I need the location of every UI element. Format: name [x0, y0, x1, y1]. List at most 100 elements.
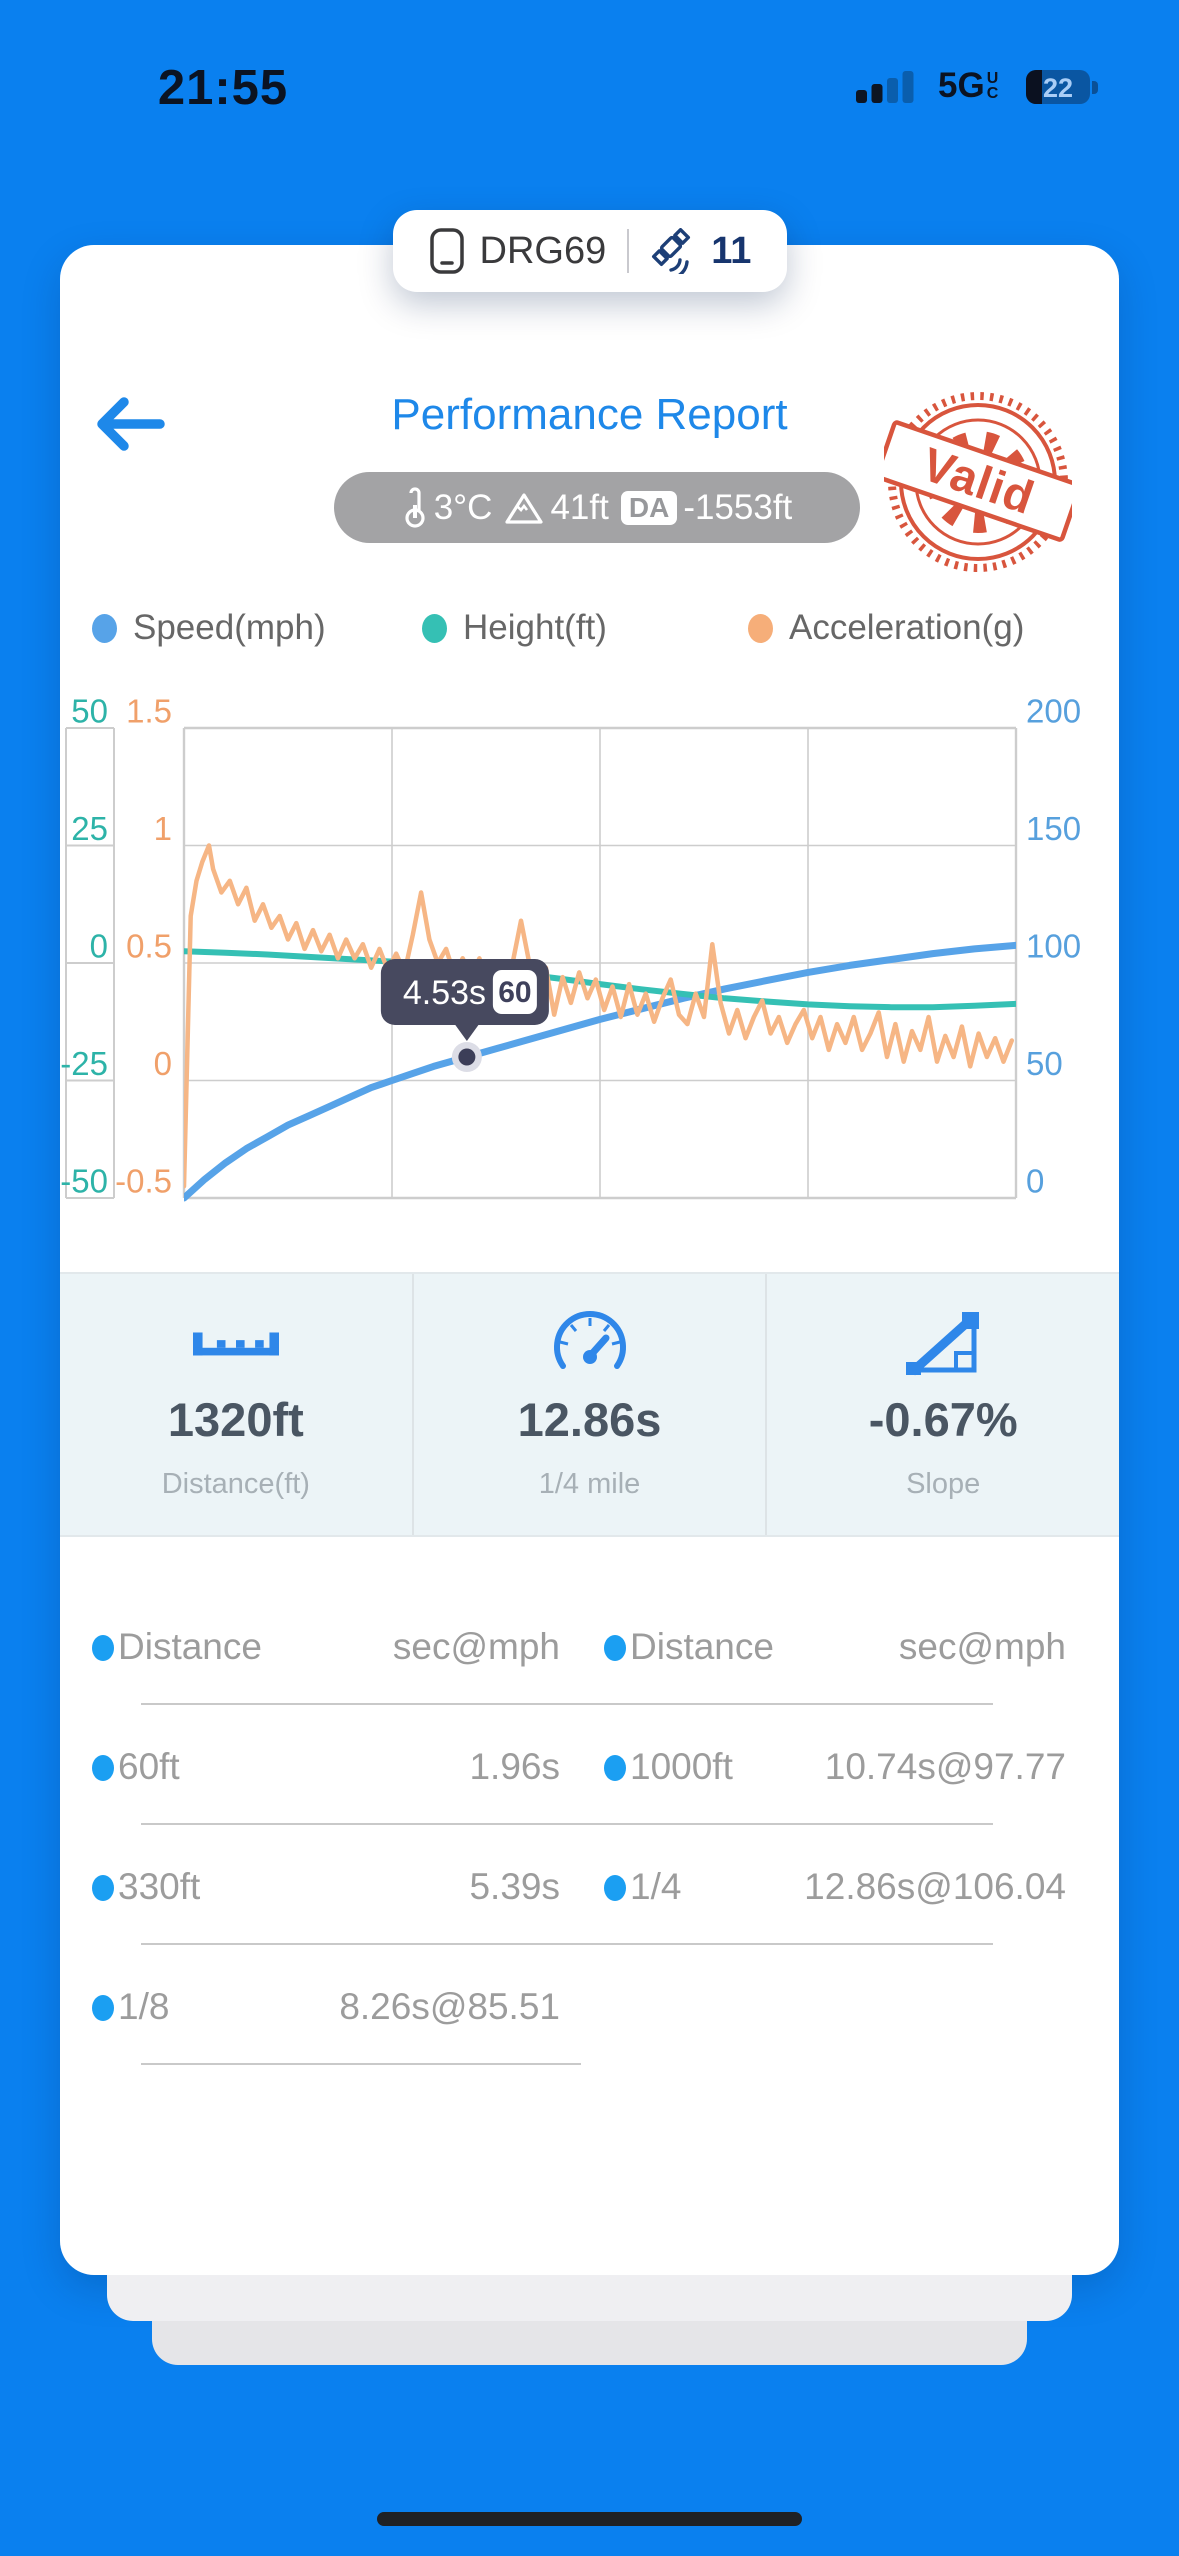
- temperature-group: 3°C: [402, 486, 493, 529]
- chart-marker: [451, 1042, 482, 1072]
- thermometer-icon: [405, 486, 425, 528]
- axis-tick: 1.5: [126, 693, 172, 730]
- cell-distance: 330ft: [118, 1866, 201, 1907]
- elevation-group: 41ft: [504, 487, 609, 528]
- battery-icon: 22: [1026, 70, 1090, 104]
- legend-item-0[interactable]: Speed(mph): [92, 600, 326, 656]
- axis-tick: 50: [71, 693, 108, 730]
- axis-tick: 0.5: [126, 928, 172, 965]
- series-height: [184, 948, 1016, 1011]
- cell-distance: 1/8: [118, 1986, 170, 2027]
- satellite-icon: [652, 228, 691, 274]
- da-value: -1553ft: [683, 487, 793, 527]
- table-row: 330ft 5.39s 1/4 12.86s@106.04: [60, 1858, 1119, 1918]
- bullet-dot-icon: [92, 1995, 114, 2021]
- bullet-dot-icon: [92, 1635, 114, 1661]
- legend-item-2[interactable]: Acceleration(g): [748, 600, 1024, 656]
- cell-result: 10.74s@97.77: [824, 1746, 1066, 1787]
- environment-pill: 3°C 41ft DA -1553ft: [334, 472, 860, 543]
- cell-result: 12.86s@106.04: [804, 1866, 1066, 1907]
- report-card: [60, 245, 1119, 2275]
- status-time: 21:55: [157, 61, 289, 115]
- axis-tick: 100: [1026, 928, 1081, 965]
- legend-item-1[interactable]: Height(ft): [422, 600, 607, 656]
- slope-icon: [904, 1300, 982, 1386]
- axis-tick: -0.5: [115, 1163, 172, 1200]
- table-header-row: Distance sec@mph Distance sec@mph: [60, 1618, 1119, 1678]
- stat-card-0: 1320ft Distance(ft): [60, 1274, 412, 1535]
- satellite-count: 11: [711, 229, 752, 272]
- stat-value: -0.67%: [868, 1393, 1018, 1446]
- axis-tick: 0: [90, 928, 108, 965]
- axis-tick: 150: [1026, 810, 1081, 847]
- legend-dot-icon: [748, 613, 773, 643]
- back-button[interactable]: [90, 392, 168, 456]
- axis-tick: 0: [154, 1045, 172, 1082]
- bullet-dot-icon: [604, 1635, 626, 1661]
- table-divider: [141, 1943, 993, 1945]
- axis-tick: 50: [1026, 1045, 1063, 1082]
- cellular-signal-icon: [856, 71, 914, 103]
- cell-result: 5.39s: [469, 1866, 560, 1907]
- stat-label: 1/4 mile: [538, 1468, 641, 1500]
- mountain-icon: [505, 492, 544, 524]
- legend-label: Height(ft): [463, 608, 607, 647]
- table-row: 1/8 8.26s@85.51: [60, 1978, 1119, 2038]
- elevation-value: 41ft: [550, 487, 609, 527]
- legend-dot-icon: [422, 613, 447, 643]
- device-pill[interactable]: DRG69 11: [393, 210, 787, 292]
- stat-value: 12.86s: [517, 1393, 662, 1446]
- cell-result: 8.26s@85.51: [339, 1986, 560, 2027]
- stats-panel: 1320ft Distance(ft) 12.86s 1/4 mile -0.67% Sl…: [60, 1272, 1119, 1537]
- table-divider: [141, 2063, 581, 2065]
- table-divider: [141, 1703, 993, 1705]
- cell-distance: Distance: [630, 1626, 774, 1667]
- table-divider: [141, 1823, 993, 1825]
- table-row: 60ft 1.96s 1000ft 10.74s@97.77: [60, 1738, 1119, 1798]
- speed-axis-labels: 200 150 100 50 0: [1026, 693, 1081, 1200]
- cell-distance: 1/4: [630, 1866, 682, 1907]
- left-axis-strip: [65, 727, 115, 1199]
- legend-label: Speed(mph): [133, 608, 326, 647]
- bullet-dot-icon: [92, 1755, 114, 1781]
- device-name: DRG69: [479, 229, 607, 272]
- axis-tick: 0: [1026, 1163, 1044, 1200]
- stat-value: 1320ft: [167, 1393, 304, 1446]
- stacked-sheet-1: [107, 2275, 1072, 2321]
- bullet-dot-icon: [92, 1875, 114, 1901]
- phone-device-icon: [429, 228, 464, 274]
- accel-axis-labels: 1.5 1 0.5 0 -0.5: [115, 693, 172, 1200]
- temperature-value: 3°C: [433, 487, 493, 527]
- density-altitude-group: DA -1553ft: [620, 487, 793, 528]
- home-indicator[interactable]: [377, 2512, 802, 2526]
- height-axis-labels: 50 25 0 -25 -50: [60, 693, 108, 1200]
- page-title: Performance Report: [391, 390, 788, 439]
- battery-percent: 22: [1042, 73, 1074, 103]
- axis-tick: 25: [71, 810, 108, 847]
- axis-tick: -50: [60, 1163, 108, 1200]
- cell-distance: 1000ft: [630, 1746, 733, 1787]
- axis-tick: 200: [1026, 693, 1081, 730]
- stat-card-1: 12.86s 1/4 mile: [411, 1274, 766, 1535]
- performance-chart[interactable]: 50 25 0 -25 -50 1.5 1 0.5 0 -0.5 200 150 100 50 0 4.53s…: [0, 690, 1179, 1250]
- stacked-sheet-2: [152, 2321, 1027, 2365]
- legend-label: Acceleration(g): [789, 608, 1025, 647]
- ruler-icon: [192, 1300, 279, 1386]
- pill-divider: [627, 229, 630, 273]
- bullet-dot-icon: [604, 1875, 626, 1901]
- series-accel: [184, 843, 1015, 1189]
- tooltip-speed: 60: [498, 976, 531, 1009]
- battery-cap: [1092, 81, 1098, 94]
- chart-tooltip: 4.53s 60: [380, 959, 549, 1041]
- axis-tick: -25: [60, 1045, 108, 1082]
- axis-tick: 1: [154, 810, 172, 847]
- stat-card-2: -0.67% Slope: [765, 1274, 1119, 1535]
- bullet-dot-icon: [604, 1755, 626, 1781]
- cell-result: sec@mph: [392, 1626, 560, 1667]
- cell-distance: Distance: [118, 1626, 262, 1667]
- gauge-icon: [551, 1300, 629, 1386]
- cell-distance: 60ft: [118, 1746, 180, 1787]
